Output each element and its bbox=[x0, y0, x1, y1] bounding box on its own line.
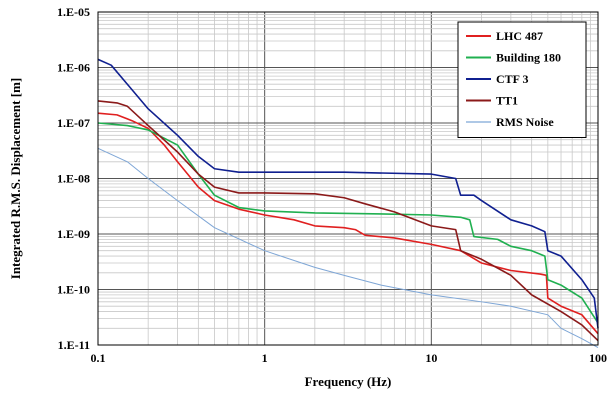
legend-label-tt1: TT1 bbox=[496, 94, 518, 108]
y-tick-labels: 1.E-05 1.E-06 1.E-07 1.E-08 1.E-09 1.E-10 1.E-… bbox=[57, 5, 90, 352]
legend-label-rms-noise: RMS Noise bbox=[496, 115, 554, 129]
x-tick-labels: 0.1 1 10 100 bbox=[91, 351, 608, 365]
y-tick-label: 1.E-10 bbox=[57, 283, 90, 297]
y-tick-label: 1.E-09 bbox=[57, 227, 90, 241]
x-axis-title: Frequency (Hz) bbox=[305, 374, 392, 389]
series-line-ctf-3 bbox=[97, 58, 599, 329]
legend-label-ctf-3: CTF 3 bbox=[496, 72, 529, 86]
series-line-building-180 bbox=[97, 122, 599, 324]
legend-label-lhc-487: LHC 487 bbox=[496, 29, 543, 43]
y-tick-label: 1.E-11 bbox=[58, 338, 90, 352]
series-line-rms-noise bbox=[97, 147, 599, 348]
legend: LHC 487 Building 180 CTF 3 TT1 RMS Noise bbox=[457, 21, 587, 138]
y-tick-label: 1.E-05 bbox=[57, 5, 90, 19]
series-lines bbox=[97, 58, 599, 348]
x-tick-label: 100 bbox=[589, 351, 607, 365]
x-tick-label: 0.1 bbox=[91, 351, 106, 365]
y-tick-label: 1.E-08 bbox=[57, 172, 90, 186]
y-tick-label: 1.E-06 bbox=[57, 61, 90, 75]
series-line-lhc-487 bbox=[97, 112, 599, 335]
series-line-tt1 bbox=[97, 100, 599, 342]
legend-label-building-180: Building 180 bbox=[496, 51, 561, 65]
y-tick-label: 1.E-07 bbox=[57, 116, 90, 130]
x-tick-label: 1 bbox=[262, 351, 268, 365]
grid bbox=[97, 12, 598, 346]
plot-frame bbox=[97, 11, 599, 346]
x-tick-label: 10 bbox=[425, 351, 437, 365]
y-axis-title: Integrated R.M.S. Displacement [m] bbox=[8, 78, 23, 279]
